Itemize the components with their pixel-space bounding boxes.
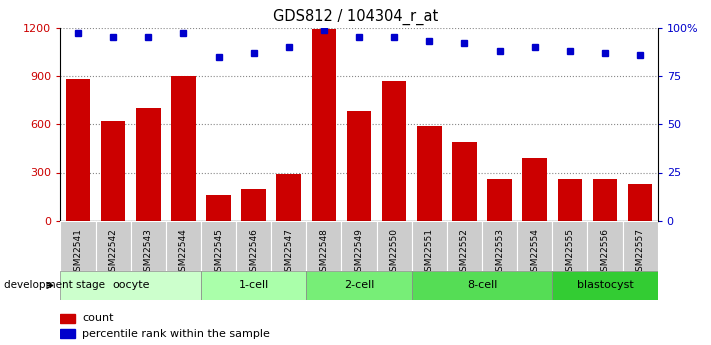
Bar <box>201 221 236 271</box>
Bar <box>382 81 407 221</box>
Text: GSM22541: GSM22541 <box>73 228 82 277</box>
Bar <box>412 271 552 300</box>
Bar <box>306 271 412 300</box>
Text: 1-cell: 1-cell <box>238 280 269 290</box>
Text: GSM22549: GSM22549 <box>355 228 363 277</box>
Bar <box>95 221 131 271</box>
Text: GSM22557: GSM22557 <box>636 228 645 277</box>
Bar <box>236 221 271 271</box>
Bar <box>60 221 95 271</box>
Bar <box>487 179 512 221</box>
Text: GSM22555: GSM22555 <box>565 228 574 277</box>
Text: GSM22552: GSM22552 <box>460 228 469 277</box>
Bar <box>452 142 477 221</box>
Bar <box>171 76 196 221</box>
Text: development stage: development stage <box>4 280 105 290</box>
Bar <box>271 221 306 271</box>
Text: GSM22556: GSM22556 <box>601 228 609 277</box>
Bar <box>65 79 90 221</box>
Text: percentile rank within the sample: percentile rank within the sample <box>82 329 269 338</box>
Bar <box>593 179 617 221</box>
Bar <box>552 271 658 300</box>
Text: GSM22542: GSM22542 <box>109 228 117 277</box>
Bar <box>166 221 201 271</box>
Bar <box>60 271 201 300</box>
Text: GSM22545: GSM22545 <box>214 228 223 277</box>
Bar <box>101 121 125 221</box>
Bar <box>417 126 442 221</box>
Bar <box>377 221 412 271</box>
Text: GDS812 / 104304_r_at: GDS812 / 104304_r_at <box>273 9 438 25</box>
Text: blastocyst: blastocyst <box>577 280 634 290</box>
Text: GSM22550: GSM22550 <box>390 228 399 277</box>
Text: GSM22554: GSM22554 <box>530 228 539 277</box>
Text: GSM22543: GSM22543 <box>144 228 153 277</box>
Bar <box>311 29 336 221</box>
Bar <box>552 221 587 271</box>
Text: GSM22546: GSM22546 <box>249 228 258 277</box>
Text: 8-cell: 8-cell <box>467 280 497 290</box>
Bar <box>623 221 658 271</box>
Text: oocyte: oocyte <box>112 280 149 290</box>
Bar <box>60 314 75 323</box>
Text: GSM22548: GSM22548 <box>319 228 328 277</box>
Bar <box>587 221 623 271</box>
Bar <box>60 329 75 338</box>
Text: GSM22551: GSM22551 <box>424 228 434 277</box>
Text: 2-cell: 2-cell <box>344 280 374 290</box>
Text: GSM22553: GSM22553 <box>495 228 504 277</box>
Bar <box>347 111 371 221</box>
Bar <box>482 221 517 271</box>
Bar <box>412 221 447 271</box>
Bar <box>201 271 306 300</box>
Bar <box>557 179 582 221</box>
Bar <box>447 221 482 271</box>
Text: GSM22544: GSM22544 <box>179 228 188 277</box>
Bar <box>131 221 166 271</box>
Bar <box>341 221 377 271</box>
Bar <box>523 158 547 221</box>
Bar <box>517 221 552 271</box>
Bar <box>306 221 341 271</box>
Bar <box>206 195 231 221</box>
Bar <box>628 184 653 221</box>
Bar <box>277 174 301 221</box>
Text: count: count <box>82 313 114 323</box>
Text: GSM22547: GSM22547 <box>284 228 294 277</box>
Bar <box>136 108 161 221</box>
Bar <box>241 189 266 221</box>
